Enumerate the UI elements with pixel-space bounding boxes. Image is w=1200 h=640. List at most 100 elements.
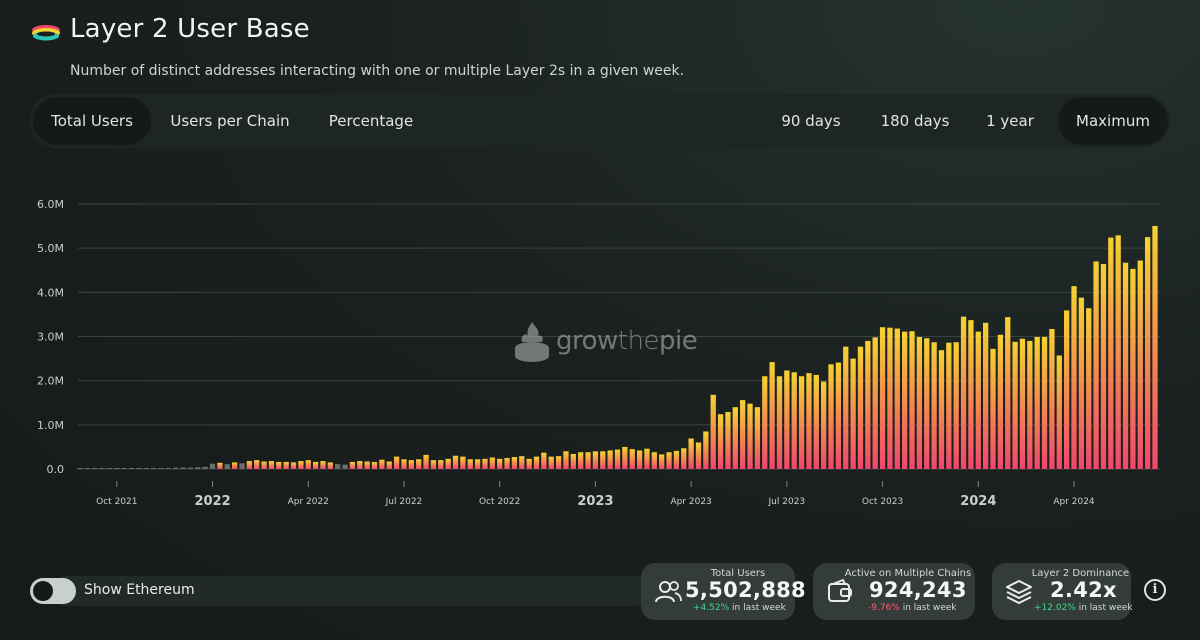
bar[interactable] [150, 468, 157, 469]
bar[interactable] [298, 461, 304, 469]
bar[interactable] [732, 407, 738, 469]
bar[interactable] [688, 438, 694, 469]
bar[interactable] [393, 456, 400, 469]
bar[interactable] [710, 394, 716, 469]
bar[interactable] [231, 462, 238, 470]
bar[interactable] [128, 468, 135, 469]
bar[interactable] [990, 348, 996, 469]
bar[interactable] [445, 458, 451, 469]
bar[interactable] [695, 442, 702, 470]
bar[interactable] [77, 468, 83, 469]
bar[interactable] [1027, 340, 1033, 469]
bar[interactable] [1034, 336, 1040, 469]
bar[interactable] [312, 461, 319, 469]
bar[interactable] [423, 454, 429, 469]
bar[interactable] [209, 463, 216, 469]
bar[interactable] [1144, 237, 1151, 470]
bar[interactable] [224, 464, 230, 469]
bar[interactable] [659, 454, 665, 469]
bar[interactable] [1012, 341, 1018, 469]
tab-1-year[interactable]: 1 year [986, 112, 1034, 130]
bar[interactable] [136, 468, 142, 469]
bar[interactable] [1005, 317, 1011, 469]
bar[interactable] [239, 463, 245, 469]
bar[interactable] [703, 431, 709, 469]
bar[interactable] [1019, 338, 1026, 469]
bar[interactable] [1041, 336, 1048, 469]
bar[interactable] [725, 412, 731, 469]
bar[interactable] [533, 456, 540, 469]
bar[interactable] [960, 316, 967, 470]
bar[interactable] [349, 461, 356, 469]
bar[interactable] [1115, 235, 1121, 469]
bar[interactable] [335, 464, 341, 469]
bar[interactable] [636, 450, 643, 469]
bar[interactable] [548, 456, 554, 469]
bar[interactable] [386, 461, 392, 469]
bar[interactable] [570, 453, 576, 469]
bar[interactable] [497, 458, 503, 469]
bar[interactable] [828, 364, 834, 469]
bar[interactable] [931, 342, 937, 469]
bar[interactable] [666, 452, 672, 469]
bar[interactable] [754, 407, 761, 469]
bar[interactable] [983, 322, 989, 469]
bar[interactable] [968, 320, 974, 469]
bar[interactable] [92, 468, 98, 469]
bar[interactable] [717, 414, 724, 469]
bar[interactable] [894, 328, 900, 469]
bar[interactable] [798, 376, 805, 469]
bar[interactable] [872, 337, 878, 469]
bar[interactable] [1137, 260, 1143, 469]
bar[interactable] [813, 374, 819, 469]
bar[interactable] [305, 460, 311, 469]
bar[interactable] [460, 456, 466, 469]
tab-users-per-chain[interactable]: Users per Chain [170, 112, 290, 130]
bar[interactable] [482, 458, 488, 469]
bar[interactable] [474, 459, 481, 469]
bar[interactable] [379, 459, 385, 469]
bar[interactable] [1122, 262, 1129, 469]
bar[interactable] [651, 452, 657, 469]
bar[interactable] [857, 346, 864, 469]
bar[interactable] [430, 460, 437, 469]
bar[interactable] [1152, 225, 1158, 469]
bar[interactable] [246, 461, 252, 469]
bar[interactable] [762, 376, 768, 469]
toggle-knob[interactable] [33, 581, 53, 601]
bar[interactable] [143, 468, 149, 469]
bar[interactable] [600, 451, 606, 469]
bar[interactable] [489, 457, 495, 469]
bar[interactable] [821, 381, 827, 469]
bar[interactable] [924, 338, 930, 469]
bar[interactable] [622, 446, 628, 469]
bar[interactable] [519, 456, 525, 469]
bar[interactable] [261, 461, 267, 469]
bar[interactable] [511, 457, 518, 469]
bar[interactable] [254, 460, 260, 469]
bar[interactable] [1078, 297, 1085, 469]
bar[interactable] [975, 331, 981, 469]
bar[interactable] [887, 327, 893, 469]
bar[interactable] [342, 464, 348, 469]
bar[interactable] [1056, 355, 1062, 469]
bar[interactable] [946, 342, 952, 469]
bar[interactable] [217, 462, 223, 469]
tab-maximum[interactable]: Maximum [1058, 97, 1168, 145]
bar[interactable] [158, 468, 164, 469]
bar[interactable] [1093, 261, 1099, 469]
bar[interactable] [438, 460, 444, 469]
tab-90-days[interactable]: 90 days [781, 112, 841, 130]
bar[interactable] [1071, 286, 1077, 469]
bar[interactable] [327, 462, 333, 470]
bar[interactable] [401, 459, 407, 469]
bar[interactable] [1063, 310, 1070, 469]
bar[interactable] [747, 403, 753, 469]
bar[interactable] [740, 400, 746, 469]
bar[interactable] [614, 449, 621, 469]
bar[interactable] [1130, 268, 1136, 469]
tab-total-users[interactable]: Total Users [33, 97, 151, 145]
bar[interactable] [504, 457, 510, 469]
bar[interactable] [585, 452, 591, 469]
bar[interactable] [99, 468, 105, 469]
